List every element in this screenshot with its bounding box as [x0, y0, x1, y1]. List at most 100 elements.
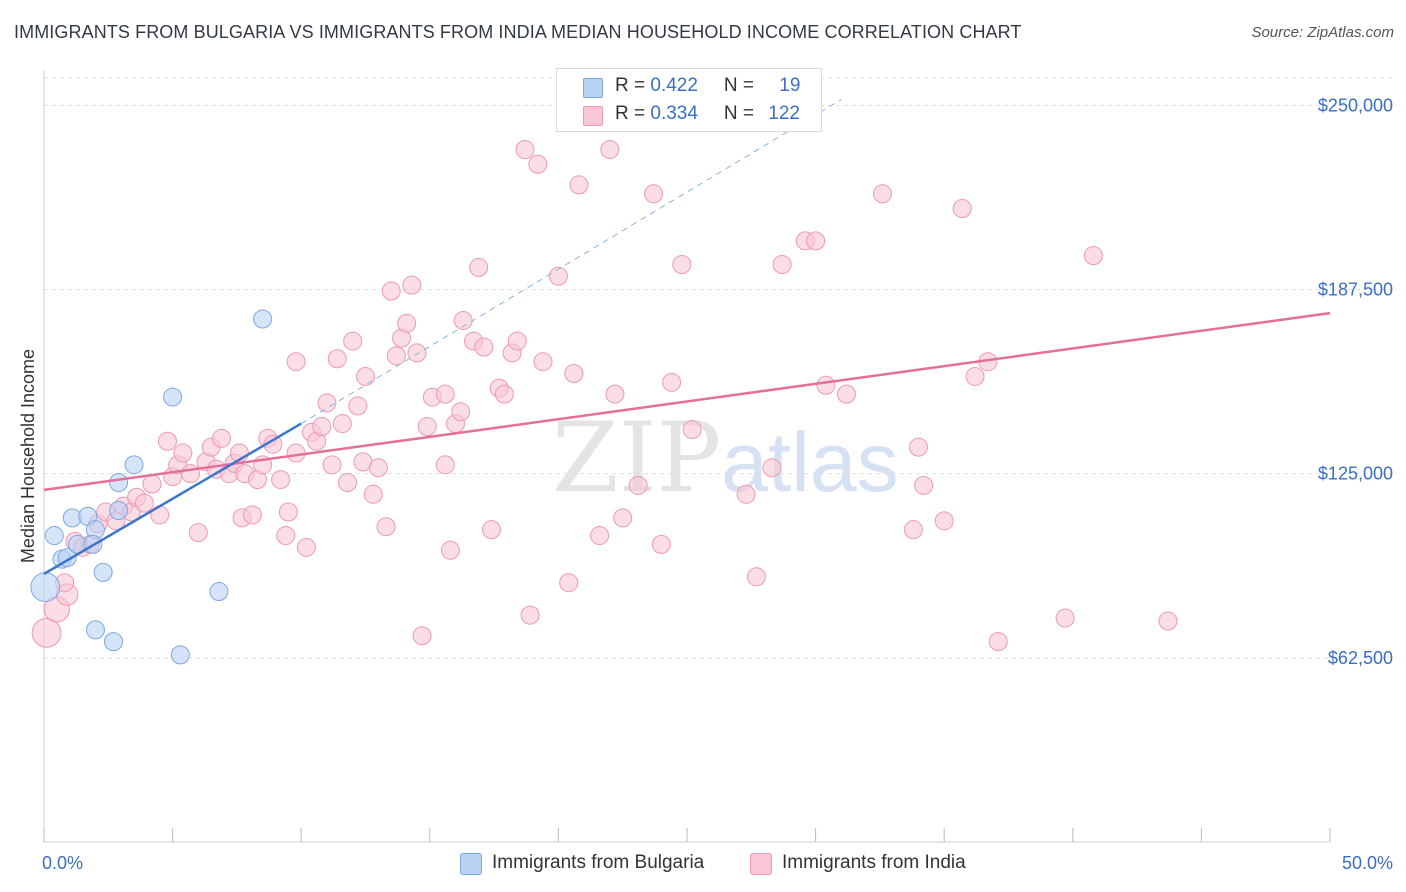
legend-r-label: R =: [615, 75, 651, 96]
legend-r-label: R =: [615, 103, 651, 124]
legend-row-bulgaria: R = 0.422 N = 19: [557, 73, 821, 101]
india-point: [507, 331, 527, 351]
bottom-legend-swatch-bulgaria: [460, 853, 482, 875]
india-point: [332, 414, 352, 434]
india-point: [903, 520, 923, 540]
india-point: [211, 428, 231, 448]
india-point: [559, 573, 579, 593]
india-point: [672, 254, 692, 274]
legend-stats-india: R = 0.334 N = 122: [615, 103, 800, 125]
india-point: [1158, 611, 1178, 631]
legend-r-value: 0.334: [650, 103, 698, 124]
bulgaria-point: [163, 387, 183, 407]
india-point: [386, 346, 406, 366]
india-point: [746, 567, 766, 587]
india-point: [322, 455, 342, 475]
bulgaria-point: [93, 562, 113, 582]
legend-n-value: 19: [779, 75, 801, 96]
india-point: [590, 526, 610, 546]
india-point: [271, 470, 291, 490]
bulgaria-point: [30, 572, 61, 603]
legend-n-label: N =: [723, 103, 760, 124]
india-point: [494, 384, 514, 404]
india-point: [188, 523, 208, 543]
points-layer: [30, 140, 1178, 665]
y-tick-label: $62,500: [1328, 648, 1393, 668]
india-point: [286, 352, 306, 372]
india-point: [348, 396, 368, 416]
india-point: [368, 458, 388, 478]
india-point: [934, 511, 954, 531]
india-point: [327, 349, 347, 369]
y-tick-label: $250,000: [1318, 95, 1393, 115]
india-point: [173, 443, 193, 463]
y-tick-label: $125,000: [1318, 464, 1393, 484]
labels-layer: $62,500 $125,000 $187,500 $250,000 0.0% 50.0%…: [18, 95, 1393, 873]
bottom-legend-label-india: Immigrants from India: [782, 852, 966, 873]
bottom-legend-label-bulgaria: Immigrants from Bulgaria: [492, 852, 705, 873]
india-point: [836, 384, 856, 404]
india-point: [816, 375, 836, 395]
india-point: [451, 402, 471, 422]
india-point: [533, 352, 553, 372]
legend-stats-bulgaria: R = 0.422 N = 19: [615, 75, 800, 97]
india-point: [600, 140, 620, 160]
bulgaria-point: [170, 645, 190, 665]
bulgaria-point: [253, 309, 273, 329]
source-label: Source: ZipAtlas.com: [1251, 24, 1394, 41]
india-point: [181, 464, 201, 484]
india-point: [762, 458, 782, 478]
india-point: [435, 384, 455, 404]
india-point: [736, 484, 756, 504]
y-axis-label: Median Household Income: [18, 349, 38, 563]
india-point: [397, 313, 417, 333]
india-point: [296, 537, 316, 557]
india-point: [952, 198, 972, 218]
india-point: [407, 343, 427, 363]
bulgaria-trend-line: [43, 422, 302, 575]
india-point: [988, 632, 1008, 652]
india-point: [1083, 246, 1103, 266]
india-point: [772, 254, 792, 274]
bulgaria-trend-extension: [300, 99, 842, 425]
india-point: [278, 502, 298, 522]
legend-n-label: N =: [723, 75, 760, 96]
india-point: [412, 626, 432, 646]
india-point: [242, 505, 262, 525]
stats-legend: R = 0.422 N = 19 R = 0.334 N = 122: [556, 68, 822, 132]
chart-title: IMMIGRANTS FROM BULGARIA VS IMMIGRANTS F…: [14, 22, 1022, 42]
india-point: [872, 184, 892, 204]
india-point: [662, 372, 682, 392]
india-point: [914, 475, 934, 495]
india-point: [806, 231, 826, 251]
india-point: [417, 417, 437, 437]
india-point: [381, 281, 401, 301]
india-point: [628, 475, 648, 495]
bulgaria-point: [103, 632, 123, 652]
india-point: [613, 508, 633, 528]
india-point: [376, 517, 396, 537]
bottom-legend-swatch-india: [750, 853, 772, 875]
y-tick-label: $187,500: [1318, 280, 1393, 300]
india-point: [548, 266, 568, 286]
india-point: [286, 443, 306, 463]
legend-swatch-india: [583, 106, 603, 126]
india-point: [515, 140, 535, 160]
bulgaria-point: [124, 455, 144, 475]
axis-layer: [43, 70, 1331, 843]
india-point: [482, 520, 502, 540]
india-point: [276, 526, 296, 546]
india-point: [31, 617, 62, 648]
legend-n-value: 122: [768, 103, 800, 124]
grid-layer: [44, 77, 1394, 659]
india-point: [469, 257, 489, 277]
india-point: [908, 437, 928, 457]
x-tick-label: 50.0%: [1342, 853, 1393, 873]
india-point: [312, 417, 332, 437]
india-point: [965, 366, 985, 386]
bulgaria-point: [109, 473, 129, 493]
india-point: [564, 363, 584, 383]
india-point: [343, 331, 363, 351]
india-trend-line: [43, 311, 1331, 492]
